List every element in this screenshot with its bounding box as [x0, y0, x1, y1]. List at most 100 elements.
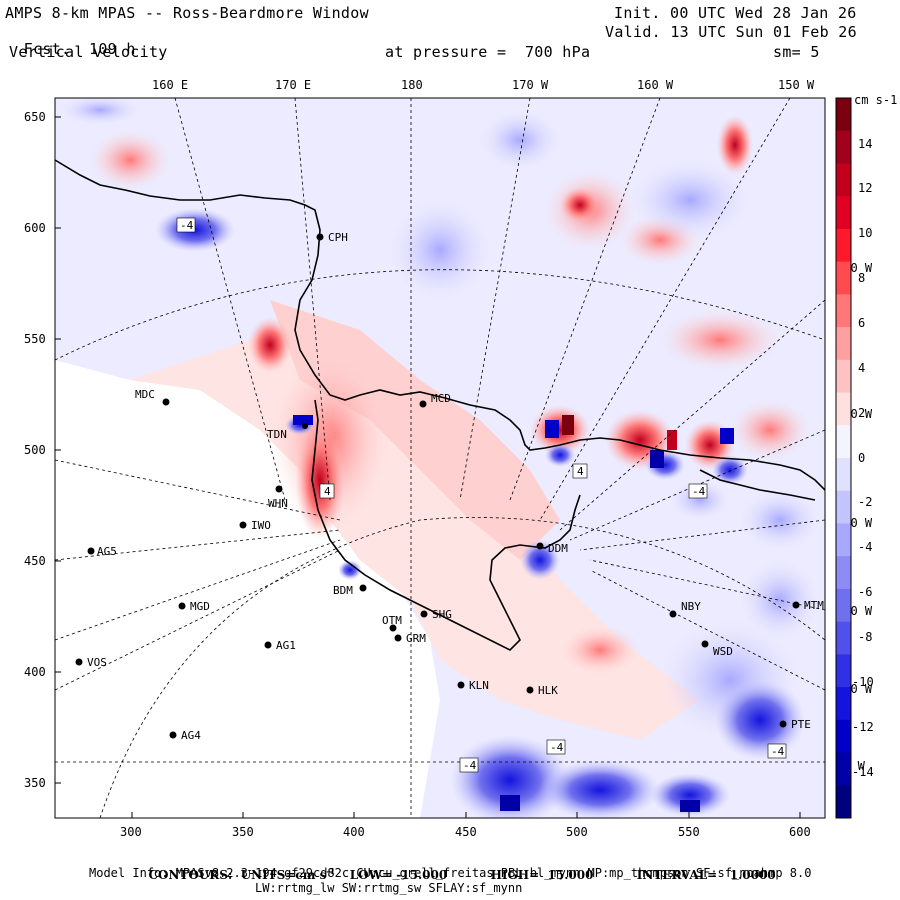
colorbar-swatch [836, 196, 851, 230]
colorbar-swatch [836, 228, 851, 263]
colorbar-frame [835, 97, 852, 819]
contour-low: LOW= -15.000 [349, 868, 448, 882]
colorbar-swatch [836, 130, 851, 164]
colorbar-swatch [836, 588, 851, 623]
colorbar-units: cm s-1 [854, 93, 897, 107]
colorbar-swatch [836, 687, 851, 721]
model-info-physics: LW:rrtmg_lw SW:rrtmg_sw SFLAY:sf_mynn [255, 881, 523, 895]
station-dot [389, 624, 397, 632]
station-dot [701, 640, 709, 648]
station-dot [75, 658, 83, 666]
axis-ticks [55, 116, 801, 818]
station-label: VOS [87, 656, 107, 669]
contour-label: -4 [463, 759, 477, 772]
x-tick-label: 400 [343, 825, 365, 839]
station-wsd: WSD [701, 640, 733, 658]
colorbar-swatch [836, 621, 851, 655]
station-dot [169, 731, 177, 739]
station-mtm: MTM [792, 599, 824, 612]
longitude-label: 160 E [152, 78, 188, 92]
y-tick-label: 600 [24, 221, 46, 235]
y-tick-label: 400 [24, 665, 46, 679]
x-tick-label: 600 [789, 825, 811, 839]
station-label: MGD [190, 600, 210, 613]
station-mgd: MGD [178, 600, 210, 613]
y-tick-label: 650 [24, 110, 46, 124]
colorbar-swatch [836, 785, 851, 819]
colorbar-swatch [836, 719, 851, 754]
station-dot [394, 634, 402, 642]
station-dot [536, 542, 544, 550]
station-dot [419, 400, 427, 408]
contour-label: -4 [771, 745, 785, 758]
station-dot [275, 485, 283, 493]
stations: CPH MDC MCD TDN WHN IWO AG5 BDM MGD OTM … [75, 231, 824, 742]
colorbar-swatch [836, 163, 851, 197]
station-label: MCD [431, 392, 451, 405]
station-dot [239, 521, 247, 529]
station-hlk: HLK [526, 684, 558, 697]
init-time: Init. 00 UTC Wed 28 Jan 26 [614, 4, 857, 22]
contour-label: -4 [692, 485, 706, 498]
station-label: OTM [382, 614, 402, 627]
x-tick-label: 550 [678, 825, 700, 839]
station-dot [779, 720, 787, 728]
station-label: AG1 [276, 639, 296, 652]
colorbar-label: 12 [858, 181, 872, 195]
station-vos: VOS [75, 656, 107, 669]
station-label: CPH [328, 231, 348, 244]
contour-label: -4 [550, 741, 564, 754]
contour-label: 4 [324, 485, 331, 498]
contour-info: CONTOURS: UNITS=cm s-1 LOW= -15.000 HIGH… [134, 850, 776, 882]
station-bdm: BDM [333, 584, 367, 597]
station-otm: OTM [382, 614, 402, 632]
station-label: GRM [406, 632, 426, 645]
colorbar-label: 6 [858, 316, 865, 330]
colorbar-label: 8 [858, 271, 865, 285]
station-label: MTM [804, 599, 824, 612]
station-tdn: TDN [267, 423, 308, 441]
forecast-hour: Fcst. 109 h [5, 24, 136, 58]
colorbar-swatch [836, 261, 851, 295]
x-tick-label: 450 [455, 825, 477, 839]
x-tick-label: 350 [232, 825, 254, 839]
y-axis-labels: 650 600 550 500 450 400 350 [24, 110, 46, 790]
station-dot [792, 601, 800, 609]
colorbar-swatch [836, 490, 851, 524]
colorbar-label: 14 [858, 137, 872, 151]
longitude-label: 160 W [637, 78, 674, 92]
x-axis-labels: 300 350 400 450 500 550 600 [120, 825, 811, 839]
plot-frame [54, 97, 826, 819]
colorbar-label: 10 [858, 226, 872, 240]
station-label: WHN [268, 497, 288, 510]
colorbar-label: -12 [852, 720, 874, 734]
station-nby: NBY [669, 600, 701, 618]
contour-units-sup: -1 [326, 866, 336, 876]
station-iwo: IWO [239, 519, 271, 532]
station-shg: SHG [420, 608, 452, 621]
station-label: PTE [791, 718, 811, 731]
colorbar-swatch [836, 98, 851, 132]
station-grm: GRM [394, 632, 426, 645]
station-mcd: MCD [419, 392, 451, 408]
colorbar-label: -10 [852, 675, 874, 689]
contour-labels: -4 4 4 -4 -4 -4 -4 [176, 217, 787, 773]
station-ag4: AG4 [169, 729, 201, 742]
field-name: Vertical velocity [9, 43, 168, 61]
station-ag5: AG5 [87, 545, 117, 558]
station-dot [457, 681, 465, 689]
station-dot [669, 610, 677, 618]
station-dot [316, 233, 324, 241]
colorbar-label: 0 [858, 451, 865, 465]
station-dot [359, 584, 367, 592]
station-label: WSD [713, 645, 733, 658]
station-label: HLK [538, 684, 558, 697]
smoothing: sm= 5 [773, 43, 820, 61]
station-dot [178, 602, 186, 610]
colorbar-label: -6 [858, 585, 872, 599]
contour-label: -4 [180, 219, 194, 232]
station-dot [162, 398, 170, 406]
station-ddm: DDM [536, 542, 568, 555]
contour-interval: INTERVAL= 1.0000 [636, 868, 776, 882]
